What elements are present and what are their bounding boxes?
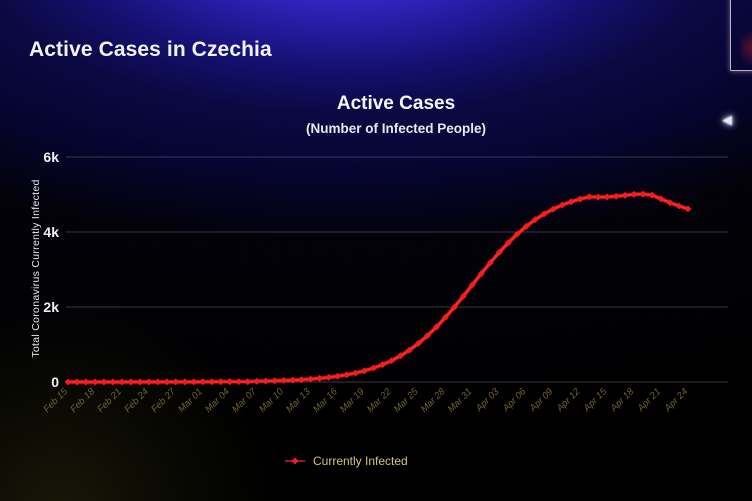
svg-text:Mar 07: Mar 07 [230,386,259,415]
svg-text:Feb 15: Feb 15 [41,386,70,415]
svg-text:Apr 15: Apr 15 [581,386,610,415]
svg-text:4k: 4k [43,224,59,240]
svg-text:2k: 2k [43,299,59,315]
svg-text:Mar 01: Mar 01 [176,386,205,415]
svg-text:Apr 24: Apr 24 [662,386,690,414]
svg-text:6k: 6k [43,149,59,165]
svg-text:Mar 28: Mar 28 [419,386,448,415]
svg-text:Apr 06: Apr 06 [500,386,529,415]
svg-text:Mar 04: Mar 04 [203,386,232,415]
svg-text:Mar 13: Mar 13 [284,386,313,415]
svg-text:Mar 22: Mar 22 [365,386,394,415]
svg-text:Mar 16: Mar 16 [311,386,340,415]
svg-text:Mar 31: Mar 31 [446,386,475,415]
svg-text:Apr 21: Apr 21 [635,386,663,414]
svg-text:Apr 12: Apr 12 [554,386,583,415]
svg-text:Feb 18: Feb 18 [68,386,97,415]
svg-text:Mar 10: Mar 10 [257,386,286,415]
svg-text:Feb 24: Feb 24 [122,386,151,415]
svg-text:0: 0 [51,374,59,390]
svg-text:Apr 03: Apr 03 [473,386,502,415]
svg-text:Apr 09: Apr 09 [527,386,556,415]
svg-text:Feb 21: Feb 21 [95,386,124,415]
svg-text:Feb 27: Feb 27 [149,386,178,415]
svg-text:Mar 19: Mar 19 [338,386,367,415]
svg-text:Apr 18: Apr 18 [608,386,637,415]
svg-text:Mar 25: Mar 25 [392,386,421,415]
